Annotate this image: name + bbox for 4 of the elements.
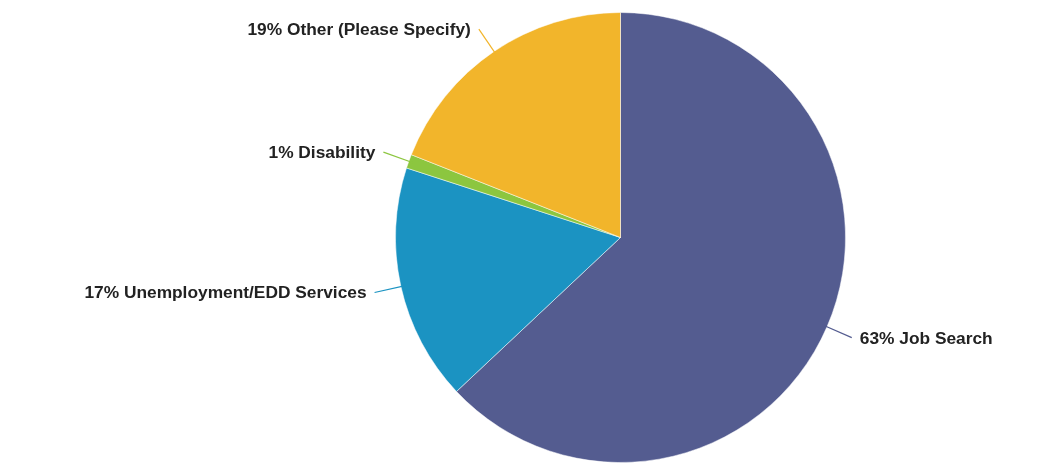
slice-label: 63% Job Search bbox=[859, 327, 993, 348]
slice-label: 19% Other (Please Specify) bbox=[247, 19, 471, 40]
slice-label: 1% Disability bbox=[268, 142, 376, 163]
slice-label: 17% Unemployment/EDD Services bbox=[84, 282, 367, 303]
